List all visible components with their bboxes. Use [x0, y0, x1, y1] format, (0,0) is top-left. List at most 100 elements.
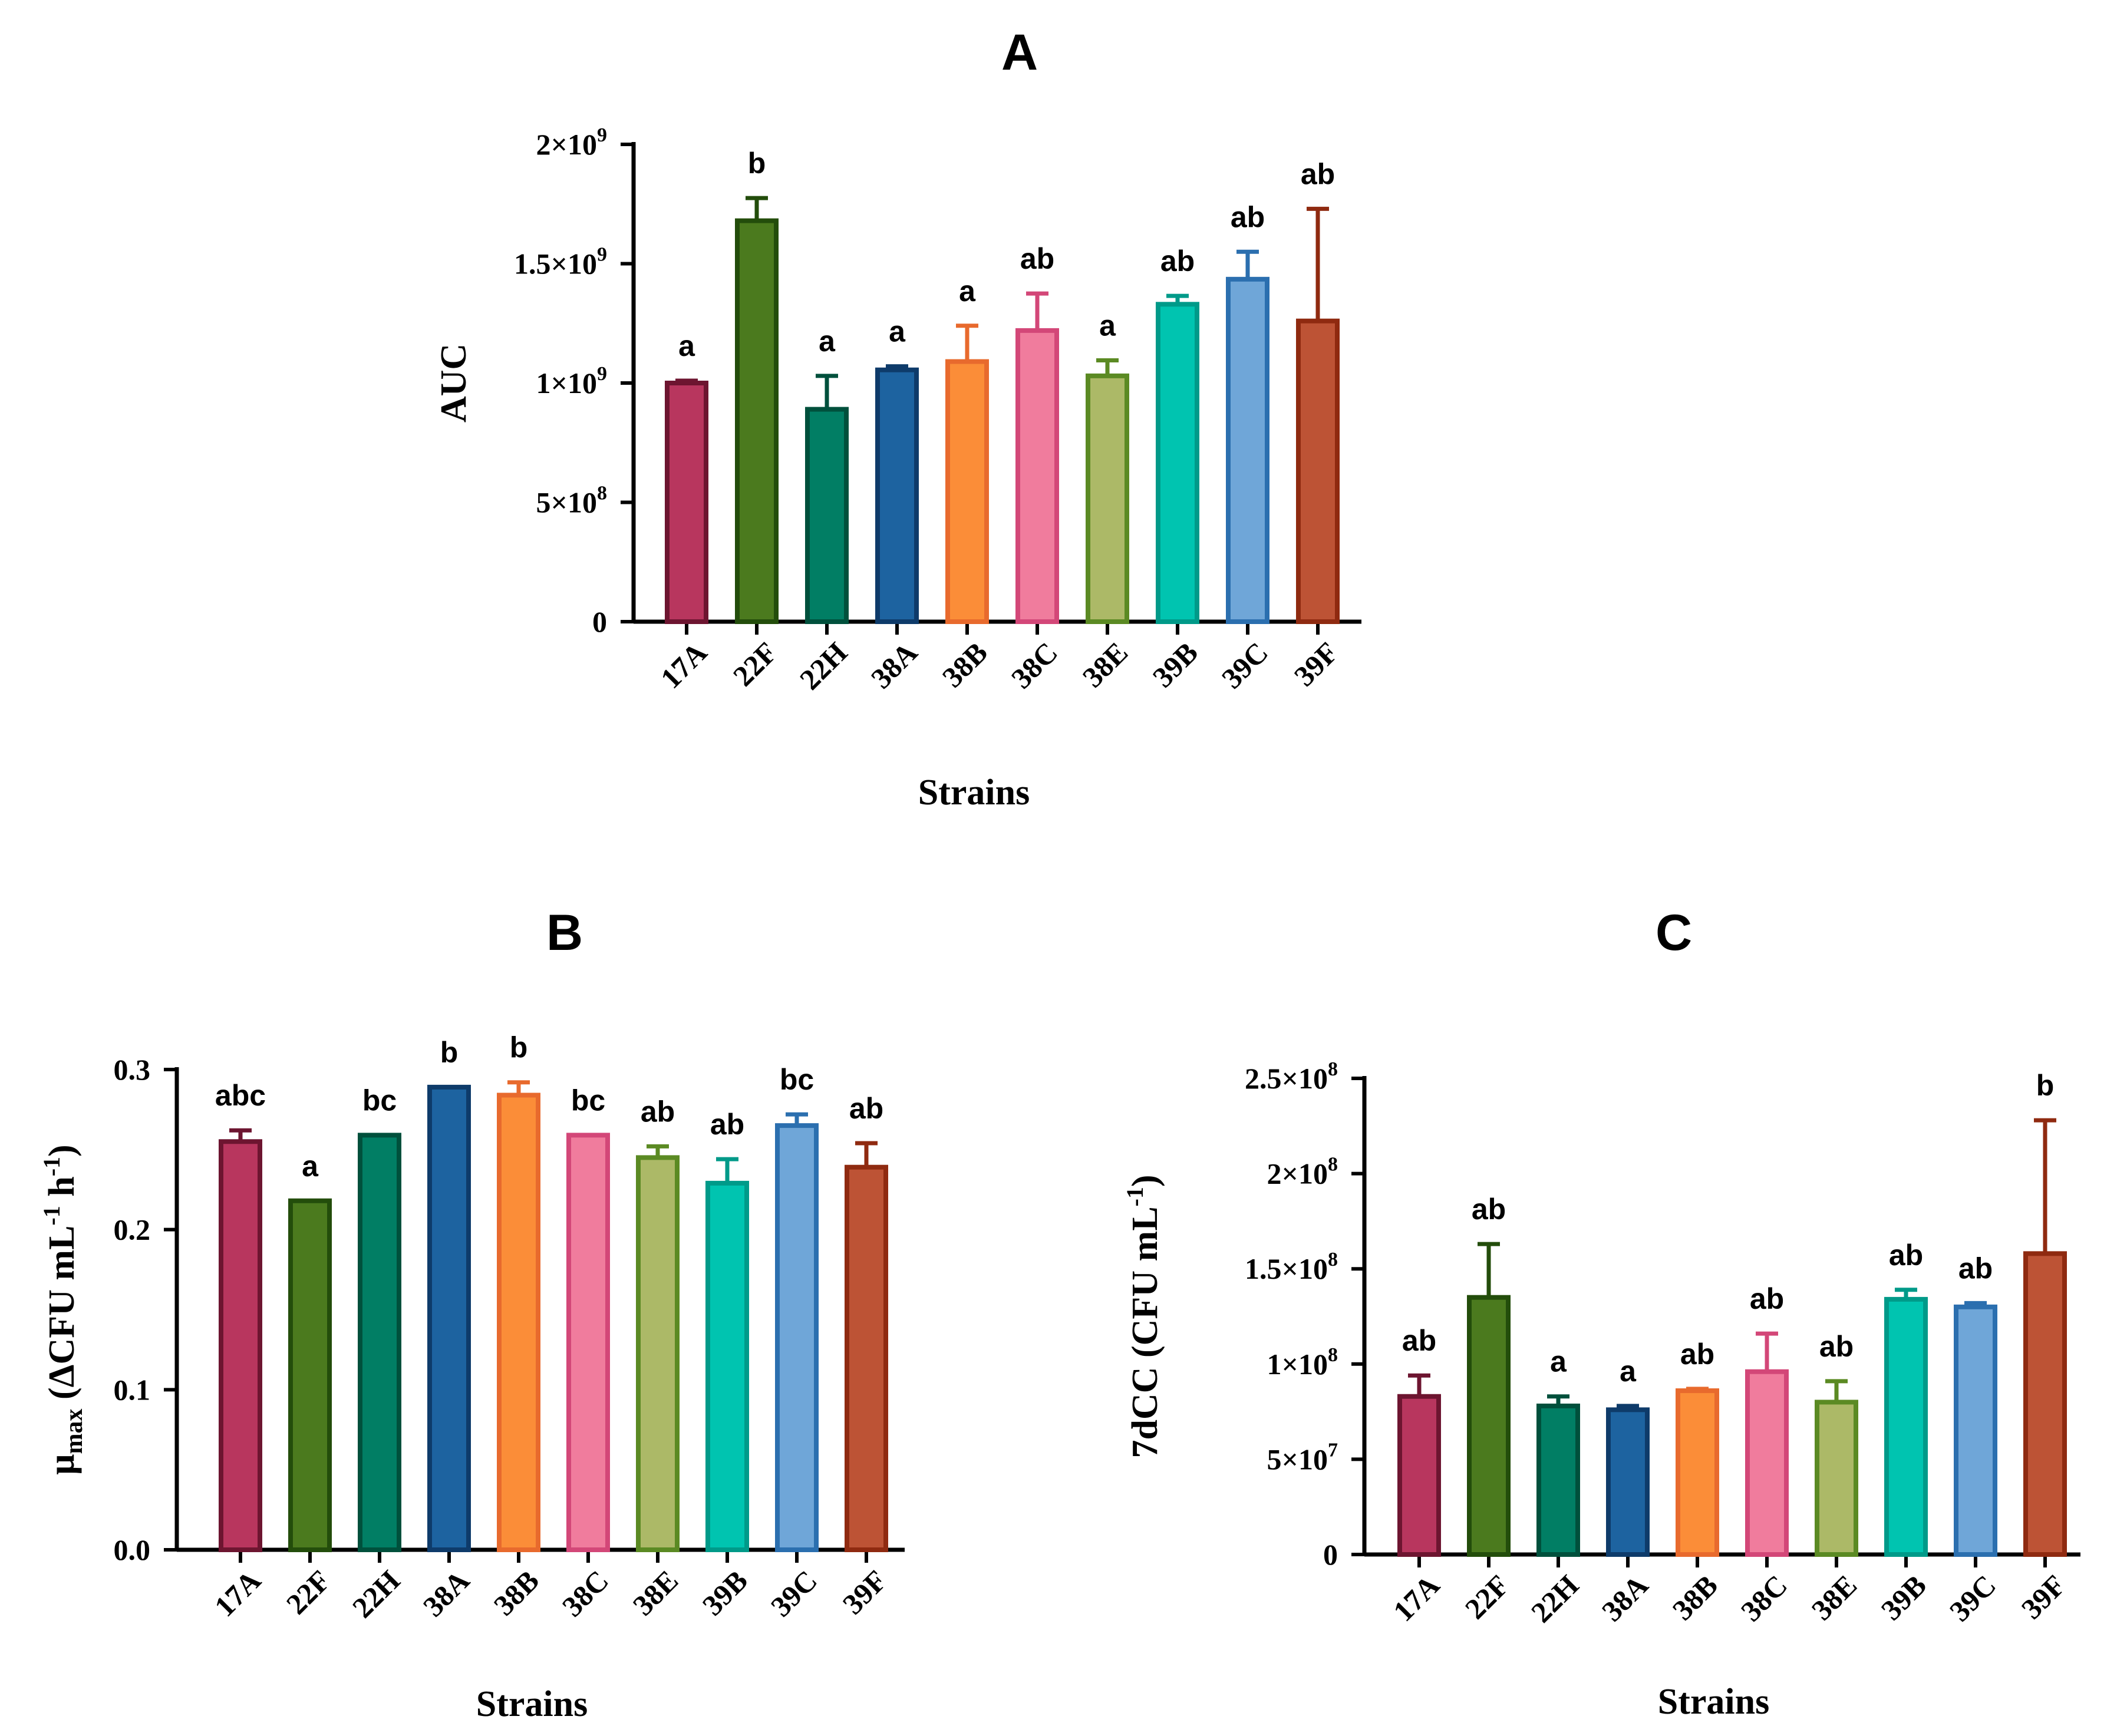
significance-label: a [1550, 1345, 1567, 1378]
x-tick-label: 38A [1595, 1569, 1654, 1628]
significance-label: ab [1231, 200, 1265, 233]
panel-c: C05×1071×1081.5×1082×1082.5×108ab17Aab22… [1122, 905, 2080, 1722]
y-tick-label: 5×108 [536, 483, 608, 519]
significance-label: ab [1958, 1252, 1993, 1285]
y-tick-label: 0.0 [114, 1533, 151, 1566]
x-tick-label: 22H [1525, 1569, 1585, 1629]
bar-38b [945, 359, 989, 624]
x-tick-label: 22F [727, 636, 784, 693]
significance-label: ab [1020, 242, 1054, 275]
y-tick-label: 2.5×108 [1245, 1058, 1338, 1095]
x-tick-label: 38E [1076, 636, 1135, 694]
y-tick-label: 0.3 [114, 1053, 151, 1086]
bar-38a [875, 367, 919, 624]
significance-label: bc [780, 1063, 814, 1096]
bar-22h [805, 407, 849, 624]
significance-label: a [1620, 1355, 1637, 1388]
x-tick-label: 17A [208, 1564, 267, 1623]
bar-39b [1156, 302, 1199, 624]
x-tick-label: 38C [1005, 636, 1064, 695]
bar-38b [1676, 1388, 1719, 1557]
bar-22f [735, 218, 779, 625]
x-tick-label: 38B [487, 1564, 546, 1622]
significance-label: a [959, 275, 976, 308]
x-tick-label: 38E [626, 1564, 685, 1622]
x-tick-label: 38A [865, 636, 924, 695]
x-tick-label: 22H [793, 636, 854, 697]
significance-label: a [302, 1150, 319, 1183]
x-tick-label: 22F [1459, 1569, 1516, 1626]
significance-label: bc [362, 1084, 397, 1117]
significance-label: b [510, 1031, 528, 1064]
x-tick-label: 22H [346, 1564, 407, 1625]
y-tick-label: 0 [1323, 1538, 1338, 1571]
significance-label: a [1099, 309, 1116, 342]
bar-38c [1745, 1369, 1789, 1557]
y-axis-title: 7dCC (CFU mL-1) [1122, 1174, 1165, 1458]
x-tick-label: 39F [1288, 636, 1345, 693]
x-tick-label: 39C [764, 1564, 823, 1623]
significance-label: ab [1402, 1324, 1436, 1357]
bar-17a [219, 1139, 262, 1552]
bar-38e [1815, 1400, 1858, 1557]
y-tick-label: 1.5×108 [1245, 1249, 1338, 1285]
x-tick-label: 38E [1805, 1569, 1864, 1627]
panel-a: A 0 5×108 1×109 1.5×109 2×109 a 17A b 22F a 22H a 38A… [434, 24, 1361, 813]
significance-label: abc [215, 1079, 266, 1112]
y-axis-title: AUC [434, 344, 474, 423]
bar-38e [636, 1155, 680, 1552]
x-tick-label: 22F [280, 1564, 337, 1621]
bar-39c [1226, 276, 1269, 624]
y-tick-label: 1.5×109 [514, 244, 607, 280]
y-tick-label: 5×107 [1267, 1439, 1338, 1476]
significance-label: ab [1750, 1282, 1784, 1315]
significance-label: ab [1680, 1338, 1714, 1371]
y-tick-label: 2×109 [536, 124, 608, 161]
bar-22f [288, 1198, 332, 1553]
bar-39f [1296, 318, 1340, 624]
y-tick-label: 1×108 [1267, 1344, 1338, 1381]
bar-38c [566, 1133, 610, 1552]
bar-39c [1954, 1304, 1997, 1557]
y-tick-label: 0.1 [114, 1373, 151, 1406]
x-tick-label: 38C [556, 1564, 615, 1623]
significance-label: a [678, 329, 695, 362]
x-tick-label: 17A [1387, 1569, 1446, 1628]
significance-label: ab [849, 1092, 883, 1125]
x-tick-label: 39B [1146, 636, 1205, 694]
significance-label: ab [1472, 1193, 1506, 1226]
x-axis-title: Strains [476, 1684, 588, 1724]
x-tick-label: 38B [936, 636, 994, 694]
x-tick-label: 39F [836, 1564, 893, 1621]
bar-39f [845, 1164, 888, 1552]
bar-39b [1884, 1296, 1928, 1557]
x-tick-label: 38B [1666, 1569, 1724, 1627]
significance-label: ab [1160, 245, 1195, 278]
significance-label: b [2036, 1069, 2055, 1102]
significance-label: b [440, 1036, 459, 1069]
significance-label: ab [1889, 1239, 1923, 1272]
x-tick-label: 39C [1943, 1569, 2002, 1628]
bar-38e [1086, 373, 1129, 624]
significance-label: a [819, 325, 836, 358]
bar-22h [358, 1133, 401, 1552]
y-tick-label: 2×108 [1267, 1154, 1338, 1190]
panel-title: C [1656, 905, 1692, 961]
significance-label: bc [571, 1084, 605, 1117]
x-tick-label: 39B [696, 1564, 754, 1622]
panel-title: A [1001, 24, 1038, 81]
bar-38a [1606, 1407, 1650, 1557]
bar-38c [1015, 328, 1059, 625]
bar-38a [427, 1084, 471, 1552]
bar-22h [1536, 1403, 1580, 1557]
y-axis-title: μmax (ΔCFU mL-1 h-1) [38, 1144, 88, 1474]
bar-17a [665, 381, 708, 624]
bar-39f [2023, 1251, 2067, 1557]
x-tick-label: 38A [417, 1564, 476, 1623]
significance-label: ab [710, 1108, 744, 1141]
x-tick-label: 38C [1735, 1569, 1793, 1628]
x-tick-label: 17A [654, 636, 713, 695]
significance-label: a [889, 315, 906, 348]
x-tick-label: 39B [1875, 1569, 1933, 1627]
